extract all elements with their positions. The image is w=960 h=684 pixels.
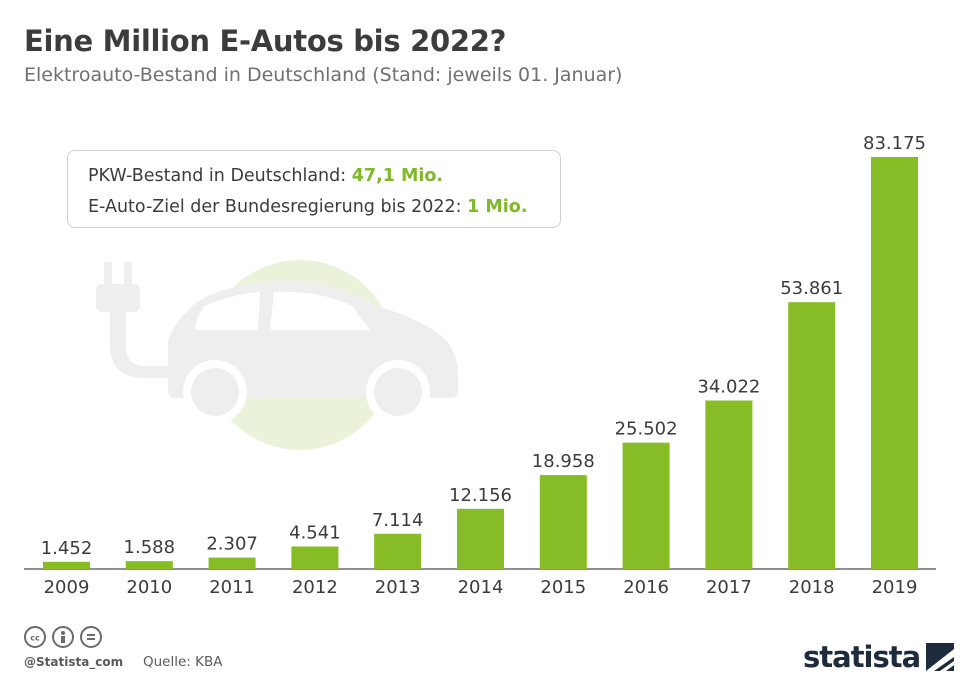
bar-2019 [871, 157, 918, 569]
x-tick-label-2018: 2018 [789, 577, 835, 598]
chart-title: Eine Million E-Autos bis 2022? [24, 24, 507, 58]
statista-logo[interactable]: statista [803, 640, 955, 674]
bar-2011 [208, 557, 256, 569]
value-label-2017: 34.022 [697, 376, 760, 397]
value-label-2010: 1.588 [124, 537, 176, 558]
bar-2013 [374, 533, 422, 569]
bar-chart: 1.452 2009 1.588 2010 2.307 2011 4.541 2012 7.11… [24, 133, 936, 598]
bar-2017 [705, 400, 753, 569]
x-tick-label-2016: 2016 [623, 577, 669, 598]
value-label-2014: 12.156 [449, 485, 512, 506]
license-icons: cc [24, 626, 102, 648]
value-label-2009: 1.452 [41, 538, 93, 559]
info-value-goal: 1 Mio. [467, 197, 528, 217]
bar-2016 [622, 442, 670, 569]
car-icon [168, 281, 458, 424]
x-tick-label-2015: 2015 [540, 577, 586, 598]
bar-2015 [539, 475, 587, 569]
bar-series: 1.452 2009 1.588 2010 2.307 2011 4.541 2012 7.11… [41, 133, 926, 598]
bar-2012 [291, 546, 339, 569]
no-derivatives-icon[interactable] [80, 626, 102, 648]
value-label-2018: 53.861 [780, 278, 843, 299]
x-tick-label-2017: 2017 [706, 577, 752, 598]
x-tick-label-2014: 2014 [458, 577, 504, 598]
bar-2010 [125, 561, 173, 569]
x-tick-label-2013: 2013 [375, 577, 421, 598]
source-note: Quelle: KBA [143, 654, 223, 670]
cc-icon[interactable]: cc [24, 626, 46, 648]
value-label-2015: 18.958 [532, 451, 595, 472]
info-box: PKW-Bestand in Deutschland: 47,1 Mio. E-… [67, 150, 561, 228]
x-tick-label-2019: 2019 [872, 577, 918, 598]
svg-text:cc: cc [30, 634, 40, 643]
twitter-handle[interactable]: @Statista_com [24, 655, 124, 669]
plug-icon [96, 262, 175, 378]
info-label-car-stock: PKW-Bestand in Deutschland: [88, 166, 352, 186]
x-tick-label-2009: 2009 [44, 577, 90, 598]
illustration [96, 260, 458, 450]
bar-2009 [43, 561, 90, 569]
info-line-car-stock: PKW-Bestand in Deutschland: 47,1 Mio. [88, 161, 560, 192]
brand-text: statista [803, 640, 921, 674]
value-label-2016: 25.502 [615, 419, 678, 440]
bar-2014 [457, 508, 504, 569]
attribution-icon[interactable] [52, 626, 74, 648]
x-tick-label-2012: 2012 [292, 577, 338, 598]
info-line-goal: E-Auto-Ziel der Bundesregierung bis 2022… [88, 192, 560, 223]
value-label-2012: 4.541 [289, 523, 341, 544]
info-value-car-stock: 47,1 Mio. [351, 166, 444, 186]
info-label-goal: E-Auto-Ziel der Bundesregierung bis 2022… [88, 197, 468, 217]
value-label-2011: 2.307 [206, 534, 258, 555]
statista-logo-icon [926, 643, 955, 671]
x-tick-label-2010: 2010 [126, 577, 172, 598]
x-tick-label-2011: 2011 [209, 577, 255, 598]
chart-subtitle: Elektroauto-Bestand in Deutschland (Stan… [24, 64, 623, 86]
bar-2018 [788, 302, 836, 569]
value-label-2013: 7.114 [372, 510, 424, 531]
value-label-2019: 83.175 [863, 133, 926, 154]
